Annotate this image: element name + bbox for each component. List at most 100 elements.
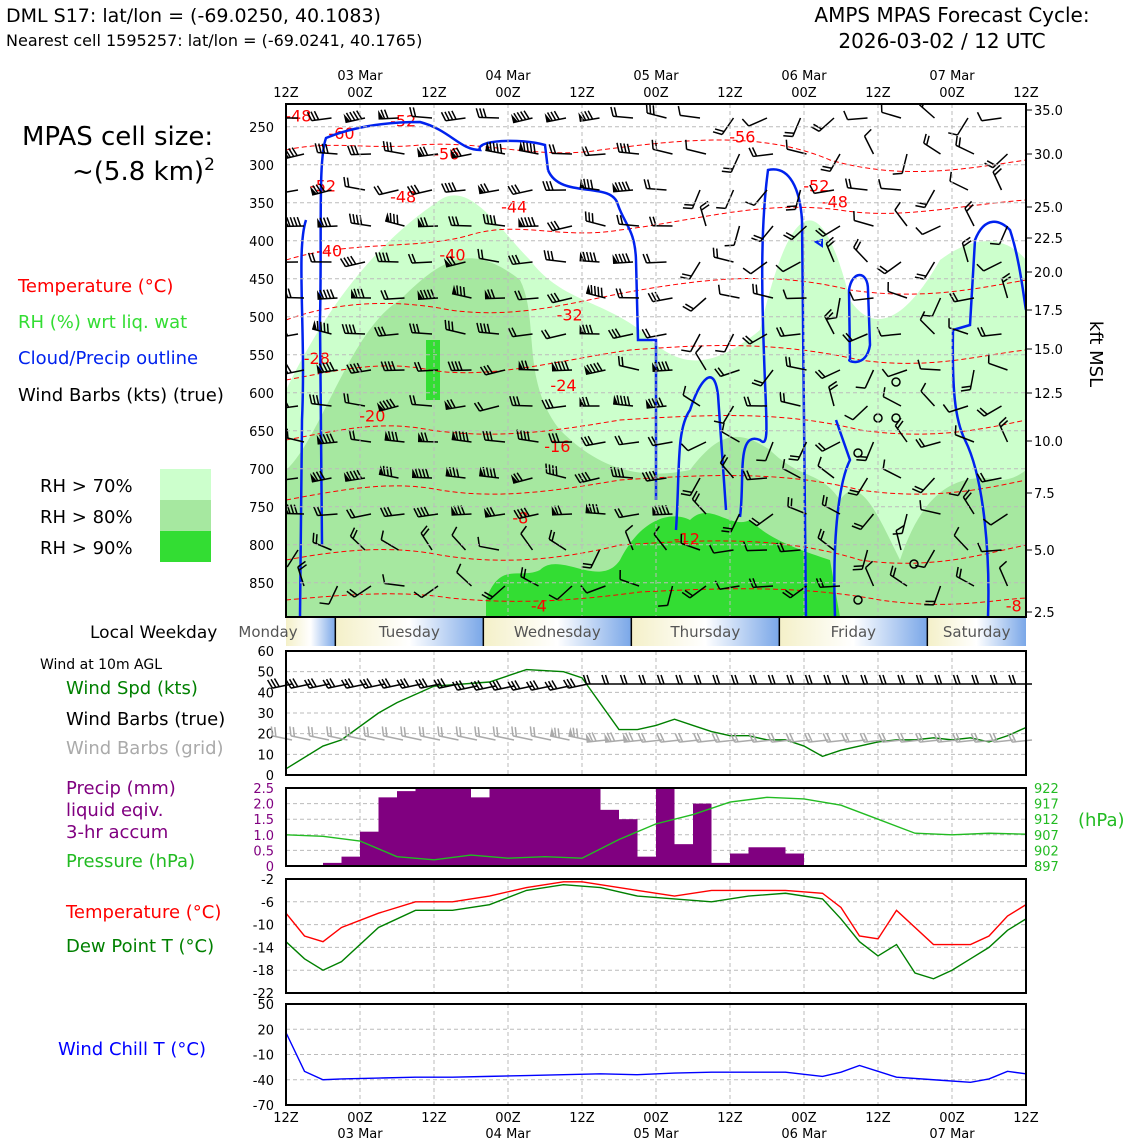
wind-barb <box>748 147 774 158</box>
wind-barb-flag <box>887 281 889 292</box>
wind-barb <box>579 396 600 407</box>
wind-barb-staff <box>713 549 734 554</box>
wind-barb-flag <box>590 285 593 295</box>
wind-barb <box>477 248 500 263</box>
wind-barb-flag <box>675 674 680 685</box>
wind-barb-flag <box>345 324 350 334</box>
top-tick-label: 12Z <box>717 86 743 101</box>
height-axis-title: kft MSL <box>1085 321 1106 387</box>
wind-barb-flag <box>864 128 872 137</box>
wind-barb-pennant <box>343 472 351 482</box>
wind-barb <box>514 290 539 301</box>
wind-barb-flag <box>572 727 576 738</box>
wind-barb <box>510 110 533 124</box>
wind-barb <box>842 332 868 343</box>
wind-barb <box>694 345 707 371</box>
wind-barb-flag <box>862 732 869 743</box>
wind-barb-flag <box>581 396 587 407</box>
wind-barb-flag <box>625 524 634 533</box>
wind-barb-flag <box>490 289 496 299</box>
height-tick-label: 17.5 <box>1034 304 1063 319</box>
wind-barb-flag <box>641 329 648 339</box>
wind-barb-flag <box>516 396 521 406</box>
wind-barb-staff <box>853 297 874 302</box>
wind-barb <box>616 142 640 155</box>
wind-barb-staff <box>613 403 634 407</box>
pressure-tick-label: 400 <box>249 235 274 250</box>
wind-barb-flag <box>658 604 668 607</box>
wind-barb <box>685 139 707 155</box>
wind-barb-flag <box>876 267 886 275</box>
top-tick-label: 12Z <box>569 86 595 101</box>
wind-barb-flag <box>312 472 319 482</box>
wind-barb <box>681 585 707 599</box>
wind-barb-pennant <box>622 733 629 743</box>
legend-wind-chill: Wind Chill T (°C) <box>58 1039 206 1060</box>
wind-barb-pennant <box>479 466 485 477</box>
wind-barb-flag <box>315 471 322 481</box>
grid-wind-barb <box>344 726 367 741</box>
wind-barb-flag <box>346 177 350 188</box>
wind-barb-flag <box>486 214 490 224</box>
bottom-date-label: 07 Mar <box>929 1127 975 1140</box>
wind-barb-flag <box>976 263 985 272</box>
y-tick-label: -22 <box>253 987 274 1002</box>
wind-barb-staff <box>445 405 466 411</box>
wind-barb-flag <box>286 428 289 439</box>
wind-barb-flag <box>329 361 335 371</box>
wind-barb-flag <box>514 680 521 690</box>
wind-barb-flag <box>400 726 403 736</box>
grid-wind-barb <box>511 726 533 741</box>
true-wind-barb <box>1008 674 1032 685</box>
wind-barb-flag <box>451 361 456 371</box>
wind-barb-flag <box>580 436 587 447</box>
wind-barb-staff <box>666 585 674 606</box>
bottom-tick-label: 12Z <box>421 1111 447 1126</box>
wind-barb-flag <box>440 678 447 688</box>
wind-barb-flag <box>656 674 662 685</box>
wind-barb-flag <box>385 399 393 409</box>
grid-wind-barb <box>970 732 996 743</box>
wind-barb-flag <box>433 679 440 689</box>
wind-barb-flag <box>937 674 943 685</box>
wind-barb-flag <box>447 361 453 371</box>
wind-barb-flag <box>974 674 980 685</box>
true-wind-barb <box>841 674 866 685</box>
wind-barb-flag <box>346 256 353 266</box>
wind-barb-flag <box>511 726 514 736</box>
y-tick-label: 0 <box>266 769 274 784</box>
grid-wind-barb <box>674 732 700 743</box>
wind-barb-staff <box>518 368 539 371</box>
precip-bar <box>711 862 730 866</box>
wind-barb-flag <box>859 733 865 743</box>
wind-barb-flag <box>770 732 776 743</box>
wind-barb <box>585 503 606 515</box>
wind-barb-staff <box>881 111 902 119</box>
wind-barb-flag <box>784 131 795 134</box>
wind-barb-staff <box>882 395 902 407</box>
pressure-tick-label: 600 <box>249 387 274 402</box>
wind-barb <box>949 292 975 303</box>
wind-barb-flag <box>848 291 855 301</box>
wind-barb <box>407 253 433 264</box>
temperature-contour-label: -4 <box>531 597 547 616</box>
wind-barb-pennant <box>376 402 384 412</box>
wind-barb <box>863 128 875 155</box>
wind-barb <box>920 382 936 407</box>
wind-barb-flag <box>303 679 311 689</box>
height-tick-label: 30.0 <box>1034 148 1063 163</box>
wind-barb-flag <box>496 143 499 153</box>
y-tick-label: 50 <box>257 666 274 681</box>
wind-barb <box>548 144 573 155</box>
wind-barb-flag <box>936 732 943 743</box>
wind-barb-flag <box>621 181 627 191</box>
wind-barb-flag <box>380 361 386 371</box>
wind-barb-flag <box>964 492 972 501</box>
wind-barb-flag <box>753 234 763 240</box>
wind-barb-staff <box>286 549 299 568</box>
wind-barb-flag <box>523 507 530 517</box>
wind-barb-flag <box>708 544 715 554</box>
wind-barb-flag <box>459 727 462 737</box>
grid-wind-barb <box>568 727 589 741</box>
